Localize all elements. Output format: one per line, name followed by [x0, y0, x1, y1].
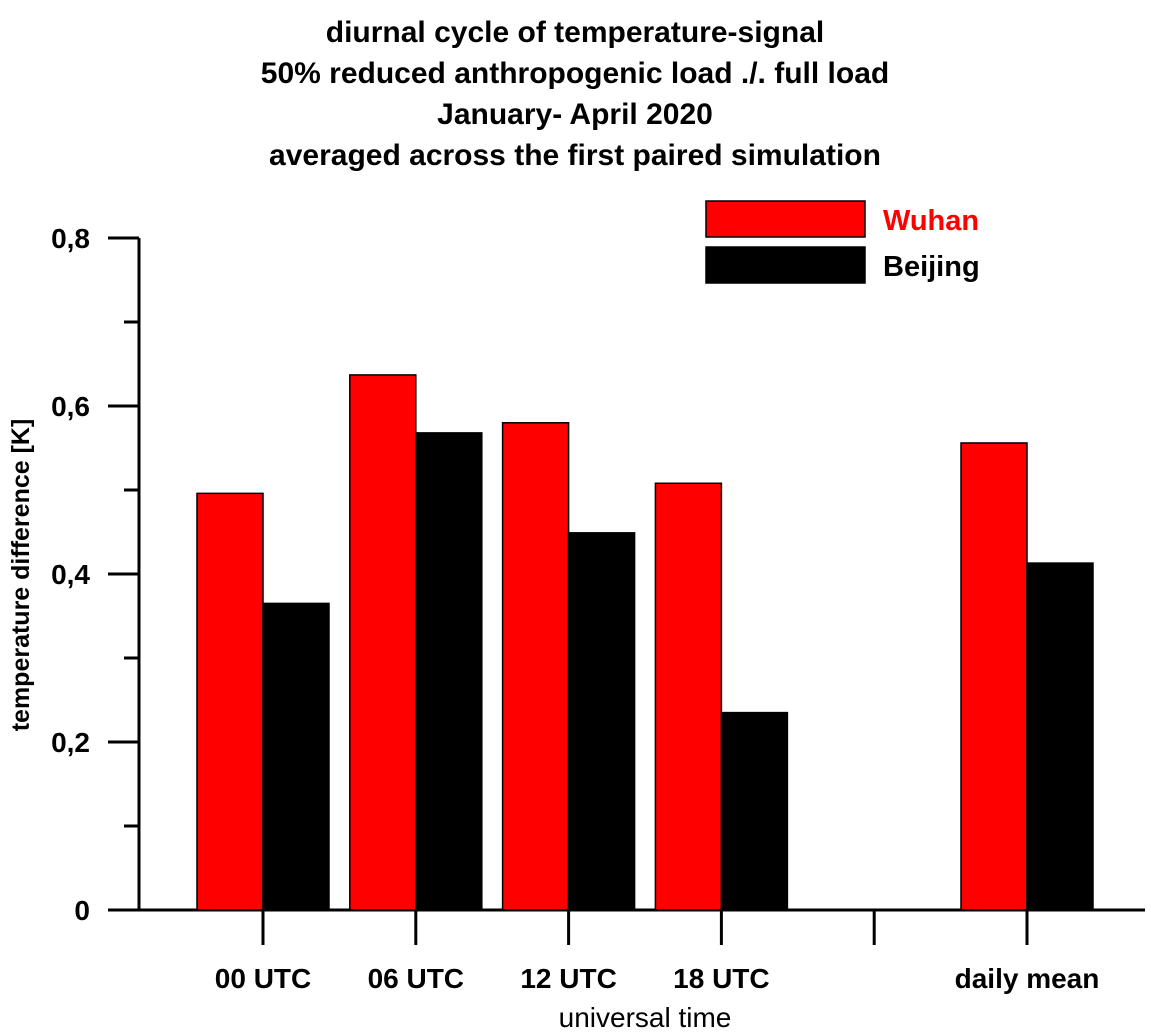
bar-beijing: [1026, 562, 1094, 911]
x-tick-label: daily mean: [955, 963, 1100, 994]
chart-title: diurnal cycle of temperature-signal 50% r…: [261, 16, 889, 172]
title-line: 50% reduced anthropogenic load ./. full …: [261, 57, 889, 90]
title-line: diurnal cycle of temperature-signal: [326, 16, 824, 49]
y-tick-label: 0,2: [51, 727, 90, 758]
legend-swatch-beijing: [705, 246, 866, 284]
legend-label-wuhan: Wuhan: [883, 205, 979, 237]
y-tick-label: 0: [74, 895, 90, 926]
bar-wuhan: [196, 492, 264, 911]
y-tick-label: 0,4: [51, 559, 90, 590]
bar-wuhan: [654, 482, 723, 911]
bar-beijing: [262, 602, 330, 911]
bar-beijing: [567, 532, 636, 911]
bar-wuhan: [349, 374, 417, 911]
x-tick-label: 06 UTC: [368, 963, 464, 994]
bar-beijing: [720, 711, 789, 911]
y-tick-label: 0,6: [51, 391, 90, 422]
bar-wuhan: [960, 442, 1028, 911]
bar-beijing: [415, 432, 483, 911]
y-axis-label: temperature difference [K]: [7, 419, 35, 732]
legend-label-beijing: Beijing: [883, 251, 980, 283]
title-line: averaged across the first paired simulat…: [269, 139, 881, 172]
x-tick-label: 00 UTC: [215, 963, 311, 994]
x-tick-label: 18 UTC: [673, 963, 769, 994]
y-tick-label: 0,8: [51, 223, 90, 254]
title-line: January- April 2020: [437, 98, 713, 131]
legend-swatch-wuhan: [705, 200, 866, 238]
x-axis-label: universal time: [559, 1002, 732, 1033]
x-tick-label: 12 UTC: [520, 963, 616, 994]
bar-wuhan: [501, 422, 570, 911]
